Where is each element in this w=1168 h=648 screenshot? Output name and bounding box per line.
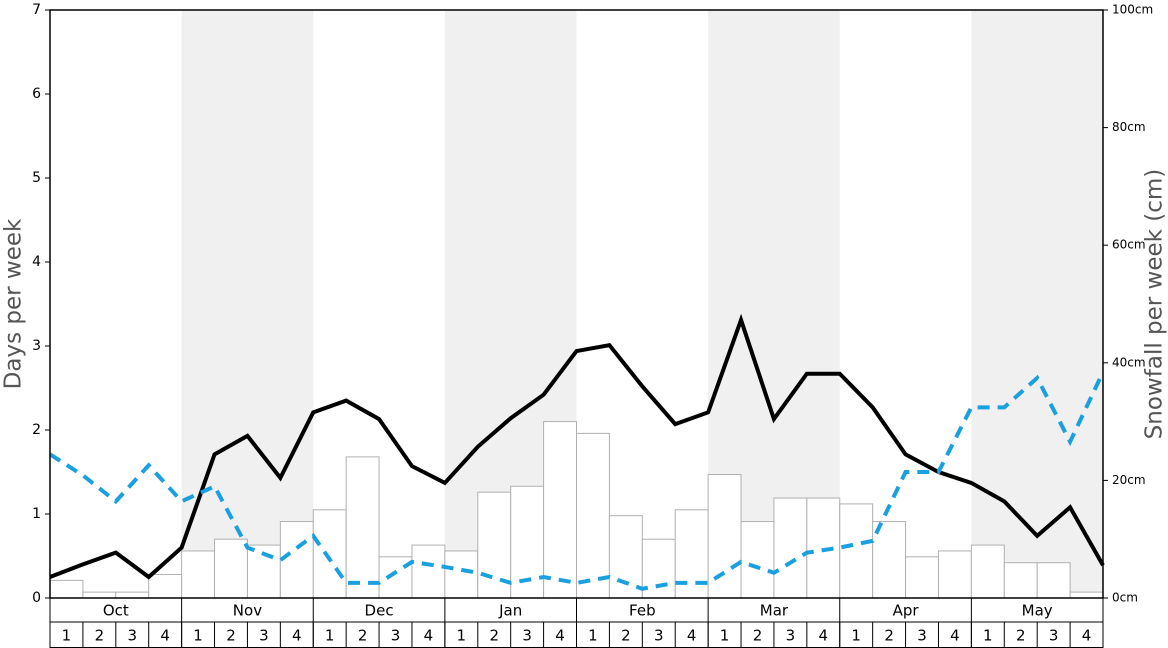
x-tick-label: 4	[160, 627, 170, 645]
x-tick-label: 2	[621, 627, 631, 645]
bar	[444, 550, 479, 599]
x-tick-label: 4	[687, 627, 697, 645]
bar	[839, 503, 874, 599]
bar	[543, 421, 577, 599]
y2-tick-label: 60cm	[1112, 238, 1146, 252]
x-tick-label: 1	[457, 627, 467, 645]
x-tick-label: 1	[851, 627, 861, 645]
bar	[1003, 562, 1038, 599]
bar	[1069, 591, 1104, 599]
x-tick-label: 2	[226, 627, 236, 645]
y2-tick-label: 20cm	[1112, 473, 1146, 487]
y2-tick-label: 100cm	[1112, 3, 1153, 17]
y-tick-label: 6	[32, 86, 41, 102]
x-tick-label: 2	[884, 627, 894, 645]
month-label: Dec	[365, 602, 394, 620]
y2-axis-label: Snowfall per week (cm)	[1142, 169, 1168, 440]
month-label: Mar	[760, 602, 789, 620]
bar	[740, 521, 775, 599]
bar	[970, 544, 1005, 599]
line-series	[48, 371, 1105, 591]
line-series	[49, 313, 1105, 580]
x-tick-label: 1	[983, 627, 993, 645]
bar	[576, 432, 610, 599]
bar	[345, 456, 380, 599]
y-tick-label: 7	[32, 2, 41, 18]
x-tick-label: 1	[193, 627, 203, 645]
bar	[312, 509, 347, 599]
x-tick-label: 2	[1016, 627, 1026, 645]
x-tick-label: 1	[62, 627, 72, 645]
y2-tick-label: 80cm	[1112, 120, 1146, 134]
x-tick-label: 3	[786, 627, 796, 645]
x-tick-label: 1	[588, 627, 598, 645]
y-tick-label: 3	[32, 338, 41, 354]
y-tick-label: 1	[32, 506, 41, 522]
x-tick-label: 1	[720, 627, 730, 645]
month-label: Oct	[103, 602, 129, 620]
month-band	[181, 10, 314, 598]
month-label: Nov	[233, 602, 262, 620]
x-tick-label: 2	[753, 627, 763, 645]
month-label: Feb	[629, 602, 656, 620]
y-tick-label: 4	[32, 254, 41, 270]
y-axis-label: Days per week	[1, 218, 27, 389]
x-tick-label: 4	[424, 627, 434, 645]
x-tick-label: 4	[1082, 627, 1092, 645]
month-label: Apr	[893, 602, 920, 620]
bar	[905, 556, 939, 599]
x-tick-label: 3	[522, 627, 532, 645]
background	[181, 10, 1103, 598]
x-tick-label: 3	[127, 627, 137, 645]
y2-tick-label: 40cm	[1112, 355, 1146, 369]
month-label: May	[1022, 602, 1053, 620]
y-tick-label: 0	[32, 590, 41, 606]
bar	[937, 550, 972, 599]
y-tick-label: 5	[32, 170, 41, 186]
bar	[115, 591, 150, 599]
bar	[214, 538, 248, 599]
bar	[806, 497, 841, 599]
x-tick-label: 2	[489, 627, 499, 645]
bar	[49, 579, 84, 599]
x-tick-label: 3	[259, 627, 269, 645]
y-tick-label: 2	[32, 422, 41, 438]
bar	[1036, 562, 1071, 599]
bar	[148, 573, 183, 599]
x-tick-label: 3	[654, 627, 664, 645]
x-tick-label: 4	[819, 627, 829, 645]
x-tick-label: 1	[325, 627, 335, 645]
x-tick-label: 4	[555, 627, 565, 645]
x-tick-label: 2	[95, 627, 105, 645]
x-tick-label: 4	[950, 627, 960, 645]
bar	[181, 550, 216, 599]
x-tick-label: 2	[358, 627, 368, 645]
y2-tick-label: 0cm	[1112, 591, 1138, 605]
x-tick-label: 3	[1049, 627, 1059, 645]
month-band	[971, 10, 1103, 598]
bar	[82, 591, 117, 599]
bar	[411, 544, 446, 599]
bar	[773, 497, 808, 599]
x-tick-label: 3	[391, 627, 401, 645]
month-label: Jan	[498, 602, 522, 620]
x-tick-label: 4	[292, 627, 302, 645]
x-tick-label: 3	[917, 627, 927, 645]
bar	[279, 521, 314, 599]
bar	[707, 474, 742, 599]
